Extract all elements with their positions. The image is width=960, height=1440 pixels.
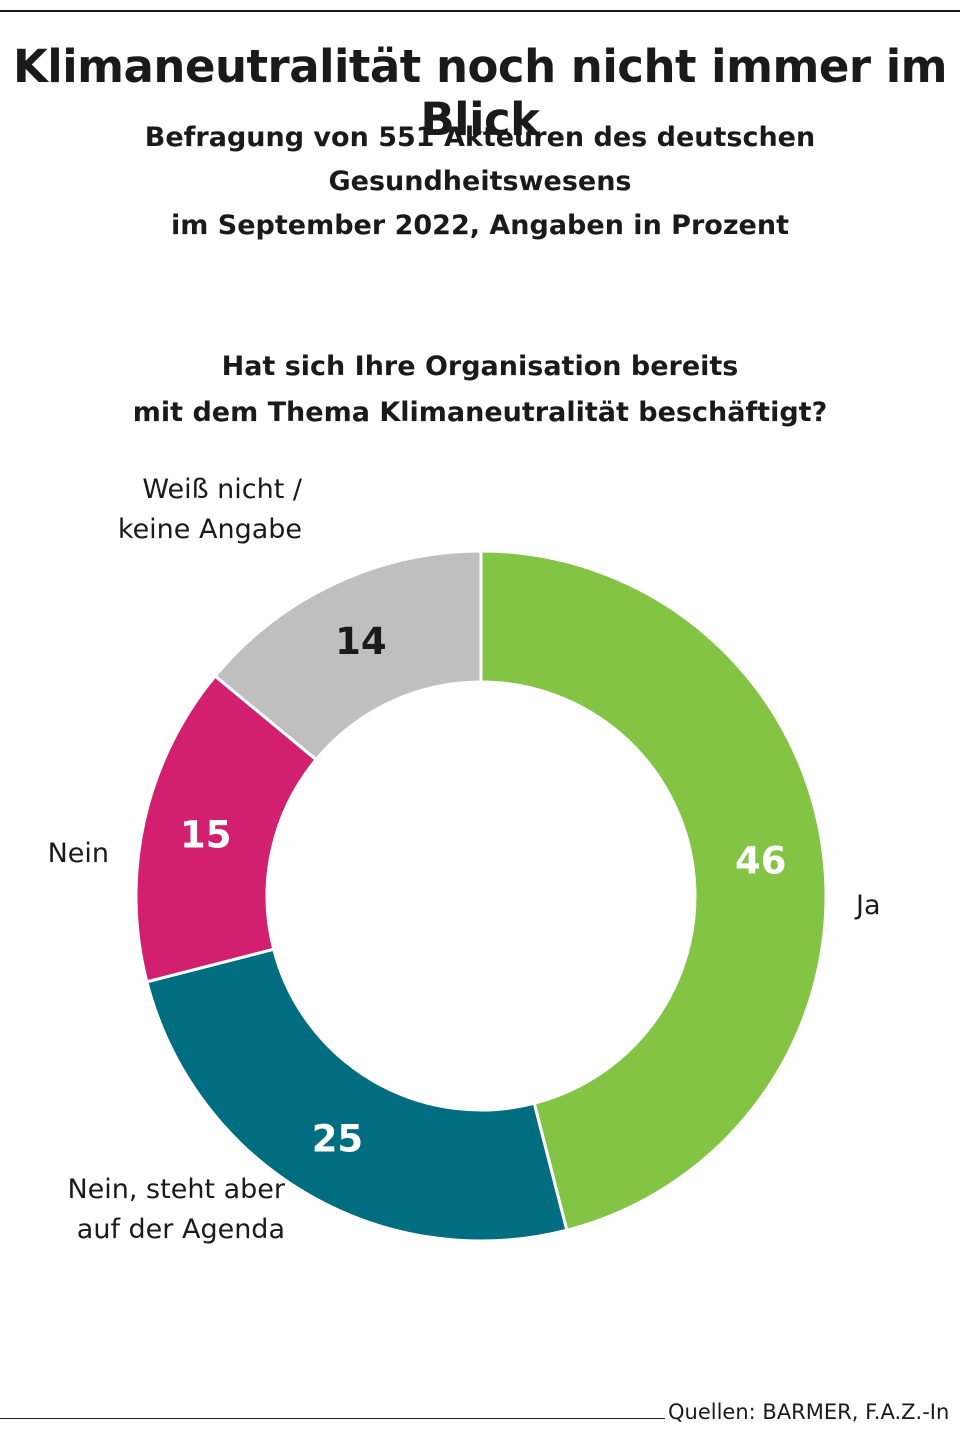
- slice-nein: [134, 673, 319, 984]
- survey-question: Hat sich Ihre Organisation bereits mit d…: [0, 344, 960, 436]
- value-label-nein: 15: [180, 813, 232, 856]
- value-label-nein-agenda: 25: [312, 1118, 364, 1161]
- slice-nein-agenda: [145, 947, 569, 1243]
- category-label-nein-line-1: Nein: [48, 838, 109, 869]
- category-label-weiss-nicht-line-2: keine Angabe: [118, 514, 302, 545]
- bottom-rule: [0, 1418, 665, 1419]
- slice-ja: [479, 549, 828, 1232]
- category-label-weiss-nicht-line-1: Weiß nicht /: [142, 474, 303, 505]
- source-note: Quellen: BARMER, F.A.Z.-In: [668, 1400, 950, 1424]
- chart-title: Klimaneutralität noch nicht immer im Bli…: [12, 40, 948, 146]
- subtitle-line-1: Befragung von 551 Akteuren des deutschen…: [144, 122, 816, 197]
- category-label-nein-agenda-line-1: Nein, steht aber: [67, 1174, 285, 1205]
- question-line-2: mit dem Thema Klimaneutralität beschäfti…: [132, 397, 828, 428]
- top-rule: [0, 10, 960, 12]
- question-line-1: Hat sich Ihre Organisation bereits: [221, 351, 739, 382]
- chart-subtitle: Befragung von 551 Akteuren des deutschen…: [0, 116, 960, 248]
- category-label-nein-agenda-line-2: auf der Agenda: [77, 1214, 285, 1245]
- category-label-ja-line-1: Ja: [854, 890, 881, 921]
- value-label-weiss-nicht: 14: [335, 620, 387, 663]
- slice-weiss-nicht: [213, 549, 483, 762]
- value-label-ja: 46: [735, 840, 787, 883]
- subtitle-line-2: im September 2022, Angaben in Prozent: [171, 210, 789, 241]
